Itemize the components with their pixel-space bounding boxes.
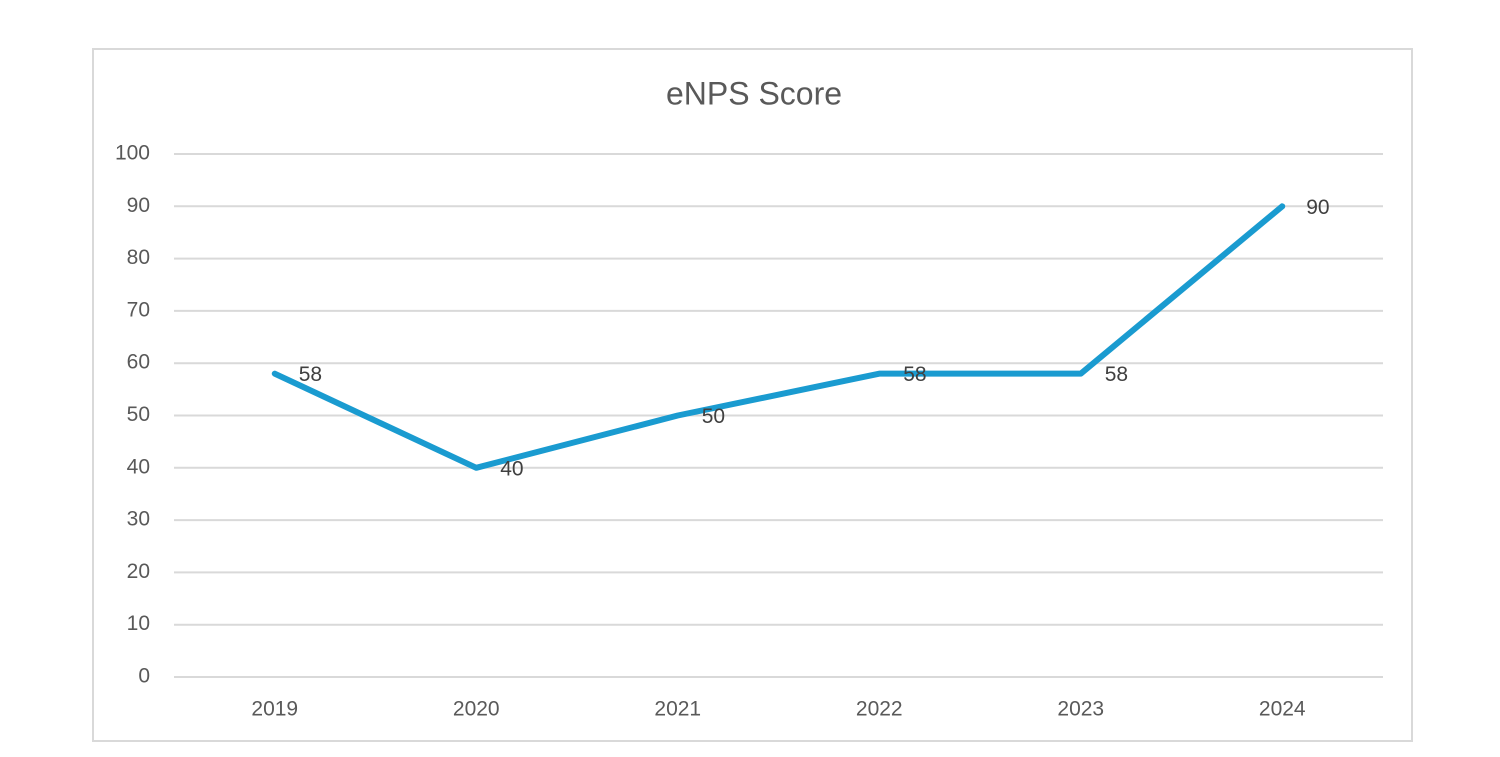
y-tick-label: 0: [138, 665, 150, 688]
y-tick-label: 70: [127, 298, 150, 321]
x-tick-label: 2024: [1259, 698, 1306, 721]
data-label: 58: [903, 363, 926, 386]
x-tick-label: 2020: [453, 698, 500, 721]
data-label: 90: [1306, 196, 1329, 219]
y-tick-label: 60: [127, 351, 150, 374]
y-tick-label: 80: [127, 246, 150, 269]
y-tick-label: 100: [115, 142, 150, 165]
y-tick-label: 40: [127, 455, 150, 478]
data-line: [271, 203, 1286, 471]
x-tick-label: 2023: [1057, 698, 1104, 721]
x-tick-label: 2019: [251, 698, 298, 721]
data-label: 58: [299, 363, 322, 386]
x-tick-label: 2021: [654, 698, 701, 721]
chart-frame: [92, 48, 1413, 742]
y-tick-label: 30: [127, 508, 150, 531]
data-label: 40: [500, 457, 523, 480]
data-label: 58: [1105, 363, 1128, 386]
y-tick-label: 90: [127, 194, 150, 217]
y-tick-label: 50: [127, 403, 150, 426]
x-tick-label: 2022: [856, 698, 903, 721]
y-tick-label: 20: [127, 560, 150, 583]
y-tick-label: 10: [127, 612, 150, 635]
data-label: 50: [702, 405, 725, 428]
chart-title: eNPS Score: [666, 75, 842, 111]
